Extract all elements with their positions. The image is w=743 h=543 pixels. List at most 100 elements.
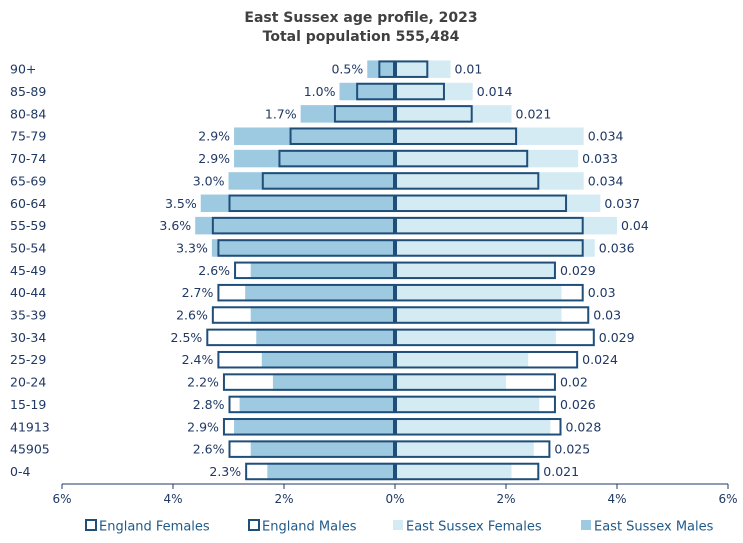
east-sussex-females-value-label: 0.03: [593, 308, 621, 323]
legend-swatch: [85, 519, 97, 531]
category-label: 75-79: [10, 129, 46, 144]
x-tick-label: 4%: [607, 492, 626, 506]
x-tick-label: 6%: [718, 492, 737, 506]
east-sussex-males-value-label: 1.7%: [265, 106, 297, 121]
england-males-bar: [228, 395, 395, 414]
east-sussex-females-bar: [395, 261, 556, 280]
category-label: 35-39: [10, 308, 46, 323]
east-sussex-females-value-label: 0.04: [621, 218, 649, 233]
east-sussex-males-bar: [234, 127, 395, 145]
east-sussex-males-bar: [250, 440, 395, 458]
east-sussex-males-value-label: 2.8%: [193, 397, 225, 412]
category-label: 90+: [10, 62, 36, 77]
england-males-bar: [211, 216, 395, 235]
x-tick-label: 2%: [496, 492, 515, 506]
category-label: 50-54: [10, 240, 46, 255]
east-sussex-females-bar: [395, 239, 595, 257]
east-sussex-males-bar: [256, 328, 395, 347]
east-sussex-males-bar: [250, 261, 395, 280]
east-sussex-females-value-label: 0.036: [599, 240, 635, 255]
legend-item-england-males: England Males: [248, 519, 357, 535]
legend-item-england-females: England Females: [85, 519, 210, 535]
east-sussex-females-value-label: 0.024: [582, 352, 618, 367]
east-sussex-females-value-label: 0.021: [543, 464, 579, 479]
east-sussex-females-value-label: 0.03: [588, 285, 616, 300]
england-females-bar: [395, 350, 579, 369]
east-sussex-females-bar: [395, 395, 540, 414]
england-females-bar: [395, 283, 584, 302]
england-males-bar: [228, 194, 395, 213]
east-sussex-males-value-label: 2.4%: [182, 352, 214, 367]
england-males-bar: [217, 239, 395, 257]
labels-layer: 90+ 85-89 80-84 75-79 70-74 65-69 60-64 55-59 50…: [10, 62, 649, 479]
england-females-bar: [395, 239, 584, 257]
england-females-bar: [395, 440, 551, 458]
east-sussex-males-value-label: 2.5%: [171, 330, 203, 345]
east-sussex-females-value-label: 0.014: [477, 84, 513, 99]
legend-item-east-sussex-females: East Sussex Females: [393, 520, 542, 535]
east-sussex-females-value-label: 0.033: [582, 151, 618, 166]
east-sussex-females-bar: [395, 194, 601, 213]
england-females-bar: [395, 418, 562, 436]
england-females-bar: [395, 261, 556, 280]
east-sussex-females-bar: [395, 440, 534, 458]
england-females-bar: [395, 395, 556, 414]
x-tick-label: 4%: [163, 492, 182, 506]
england-males-bar: [245, 462, 395, 481]
england-males-bar: [206, 328, 395, 347]
east-sussex-females-bar: [395, 216, 617, 235]
england-males-bar: [217, 283, 395, 302]
england-females-bar: [395, 194, 568, 213]
category-label: 25-29: [10, 352, 46, 367]
east-sussex-males-bar: [250, 306, 395, 324]
east-sussex-females-bar: [395, 105, 512, 123]
east-sussex-females-value-label: 0.025: [554, 442, 590, 457]
east-sussex-males-value-label: 2.9%: [198, 129, 230, 144]
east-sussex-males-value-label: 2.9%: [187, 419, 219, 434]
east-sussex-males-bar: [339, 82, 395, 101]
east-sussex-males-value-label: 3.0%: [193, 173, 225, 188]
east-sussex-females-bar: [395, 149, 579, 168]
legend-label: England Males: [262, 520, 357, 535]
east-sussex-males-value-label: 3.5%: [165, 196, 197, 211]
category-label: 20-24: [10, 375, 46, 390]
east-sussex-females-bar: [395, 328, 556, 347]
east-sussex-females-value-label: 0.021: [516, 106, 552, 121]
east-sussex-females-value-label: 0.01: [455, 62, 483, 77]
chart-subtitle: Total population 555,484: [263, 29, 460, 45]
x-axis: 6% 4% 2% 0% 2% 4% 6%: [52, 483, 738, 506]
east-sussex-females-value-label: 0.034: [588, 173, 624, 188]
east-sussex-females-bar: [395, 172, 584, 190]
england-males-bar: [217, 350, 395, 369]
england-males-bar: [289, 127, 395, 145]
x-tick-label: 2%: [274, 492, 293, 506]
east-sussex-females-bar: [395, 373, 506, 391]
east-sussex-males-bar: [245, 283, 395, 302]
east-sussex-females-value-label: 0.029: [560, 263, 596, 278]
england-females-bar: [395, 105, 473, 123]
east-sussex-females-bar: [395, 127, 584, 145]
legend-swatch: [248, 519, 260, 531]
east-sussex-males-bar: [234, 418, 395, 436]
england-males-bar: [333, 105, 396, 123]
category-label: 60-64: [10, 196, 46, 211]
east-sussex-males-value-label: 2.7%: [182, 285, 214, 300]
east-sussex-females-bar: [395, 283, 562, 302]
england-males-bar: [222, 373, 395, 391]
category-label: 45905: [10, 442, 50, 457]
east-sussex-males-bar: [239, 395, 395, 414]
east-sussex-females-bar: [395, 60, 451, 78]
east-sussex-males-bar: [300, 105, 395, 123]
east-sussex-males-value-label: 0.5%: [331, 62, 363, 77]
category-label: 70-74: [10, 151, 46, 166]
east-sussex-males-bar: [228, 172, 395, 190]
category-label: 0-4: [10, 464, 30, 479]
east-sussex-males-bar: [200, 194, 395, 213]
east-sussex-males-value-label: 2.6%: [176, 308, 208, 323]
england-females-bar: [395, 328, 595, 347]
england-males-bar: [261, 172, 395, 190]
legend-swatch: [393, 520, 403, 530]
category-label: 30-34: [10, 330, 46, 345]
england-females-bar: [395, 149, 529, 168]
